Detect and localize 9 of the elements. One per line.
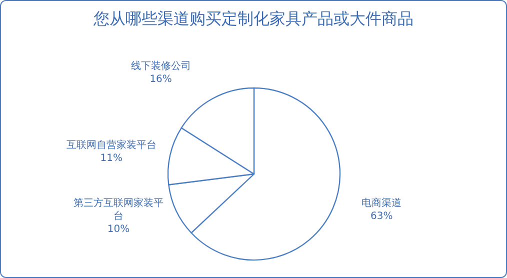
data-label: 10% (107, 224, 130, 236)
chart-title: 您从哪些渠道购买定制化家具产品或大件商品 (92, 8, 414, 30)
data-label: 16% (150, 74, 172, 86)
data-label: 11% (100, 153, 123, 164)
slice-label: 第三方互联网家装平台 (74, 198, 164, 222)
slice-label: 线下装修公司 (130, 61, 191, 72)
data-label: 63% (370, 210, 393, 222)
slice-label: 电商渠道 (362, 198, 402, 209)
slice-label: 互联网自营家装平台 (66, 140, 156, 152)
